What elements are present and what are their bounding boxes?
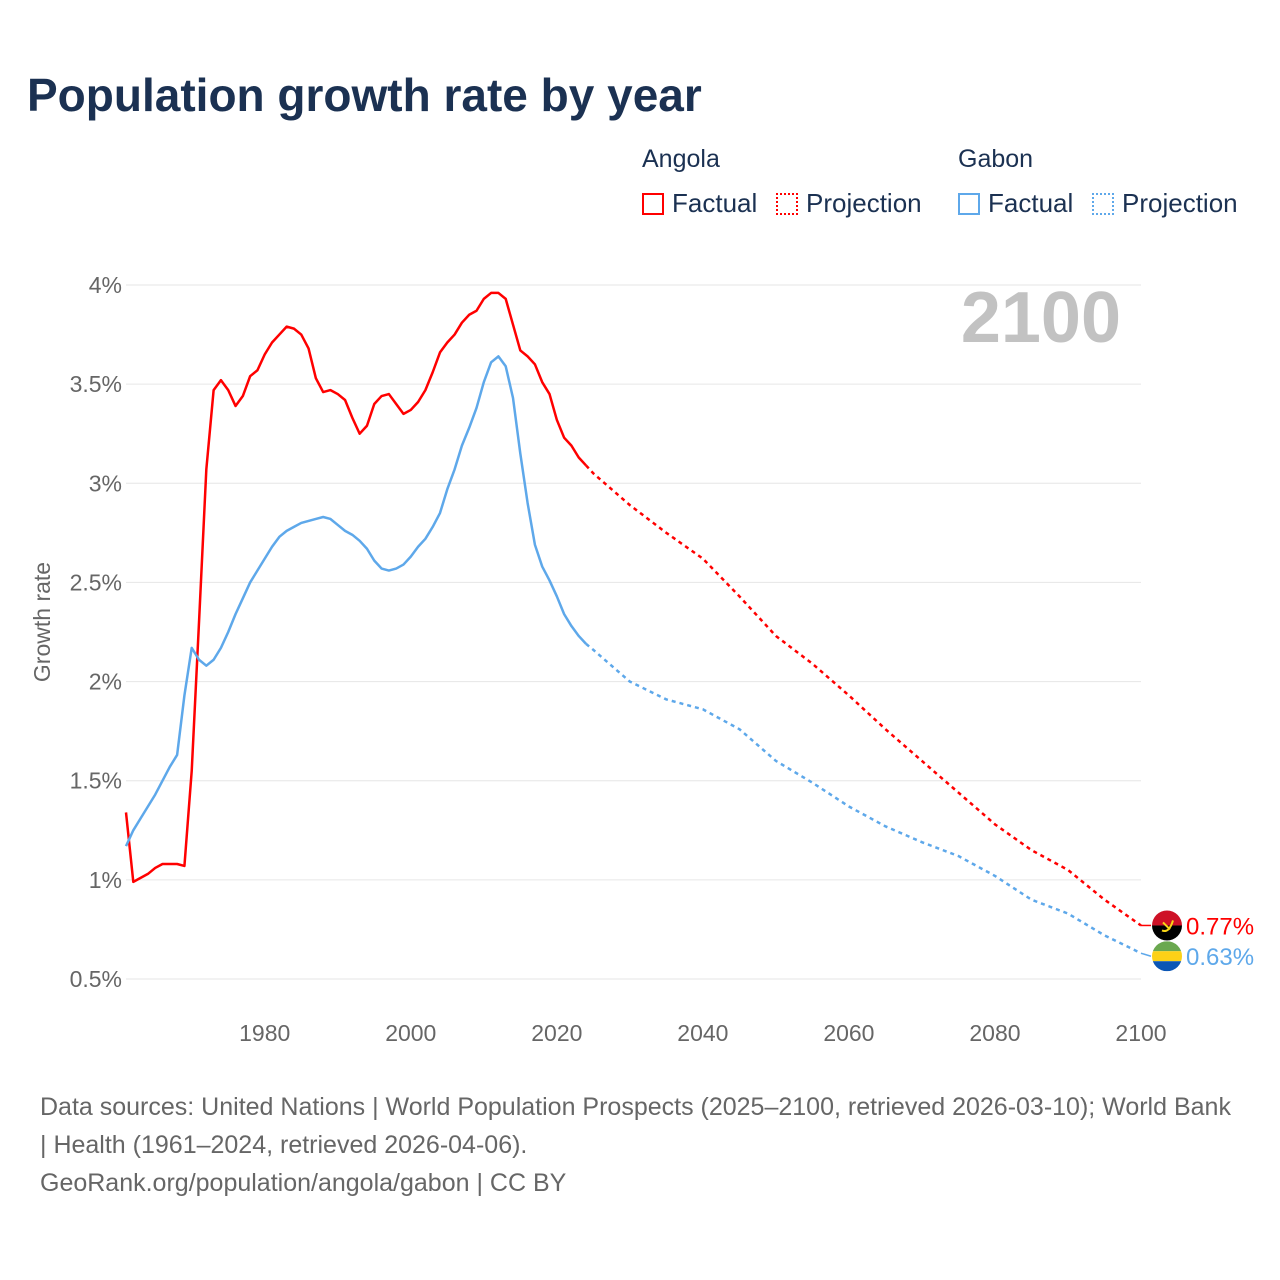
y-axis-label: Growth rate	[29, 562, 55, 682]
y-tick-label: 1%	[89, 867, 122, 893]
y-tick-label: 0.5%	[70, 966, 122, 992]
x-tick-label: 2020	[531, 1020, 582, 1046]
footer: Data sources: United Nations | World Pop…	[40, 1088, 1240, 1202]
gabon-flag-icon	[1152, 941, 1182, 972]
gabon-end-value-label: 0.63%	[1186, 944, 1254, 971]
solid-swatch-icon	[958, 192, 980, 215]
flag-stripe-blue	[1152, 961, 1182, 972]
x-tick-label: 2080	[969, 1020, 1020, 1046]
y-tick-label: 3.5%	[70, 371, 122, 397]
angola-end-value-label: 0.77%	[1186, 913, 1254, 940]
angola-factual-line	[124, 291, 587, 884]
x-tick-label: 1980	[239, 1020, 290, 1046]
x-tick-label: 2060	[823, 1020, 874, 1046]
flag-machete	[1162, 921, 1171, 931]
flag-stripe-green	[1152, 941, 1182, 952]
flag-stripe-yellow	[1152, 951, 1182, 962]
chart-title: Population growth rate by year	[27, 69, 702, 121]
flag-body	[1152, 941, 1182, 972]
angola-projection-line	[585, 464, 1142, 927]
legend-group-gabon: Gabon	[958, 145, 1034, 173]
solid-swatch-icon	[642, 192, 664, 215]
legend-group-angola: Angola	[642, 145, 720, 173]
legend-angola-factual[interactable]: Factual	[642, 188, 757, 219]
legend-label: Projection	[1122, 188, 1238, 218]
dotted-swatch-icon	[776, 192, 798, 215]
angola-flag-icon	[1152, 910, 1182, 941]
x-tick-label: 2040	[677, 1020, 728, 1046]
legend-label: Factual	[672, 188, 758, 218]
flag-emblem	[1161, 920, 1174, 932]
legend-angola-projection[interactable]: Projection	[776, 188, 922, 219]
flag-stripe-red	[1152, 910, 1182, 926]
y-tick-label: 4%	[89, 272, 122, 298]
y-tick-label: 1.5%	[70, 768, 122, 794]
credit-link[interactable]: GeoRank.org/population/angola/gabon | CC…	[40, 1169, 567, 1197]
y-tick-label: 2%	[89, 669, 122, 695]
legend-gabon-projection[interactable]: Projection	[1092, 188, 1238, 219]
gabon-factual-line	[124, 355, 587, 847]
flag-stripe-black	[1152, 925, 1182, 941]
dotted-swatch-icon	[1092, 192, 1114, 215]
y-tick-label: 2.5%	[70, 569, 122, 595]
gabon-projection-line	[585, 642, 1142, 955]
flag-body	[1152, 910, 1182, 941]
year-indicator: 2100	[961, 278, 1121, 358]
legend-gabon-factual[interactable]: Factual	[958, 188, 1073, 219]
x-tick-label: 2100	[1115, 1020, 1166, 1046]
y-tick-label: 3%	[89, 470, 122, 496]
legend-label: Projection	[806, 188, 922, 218]
legend-label: Factual	[988, 188, 1074, 218]
x-tick-label: 2000	[385, 1020, 436, 1046]
gabon-end-connector	[1140, 952, 1152, 957]
data-sources: Data sources: United Nations | World Pop…	[40, 1093, 1231, 1159]
